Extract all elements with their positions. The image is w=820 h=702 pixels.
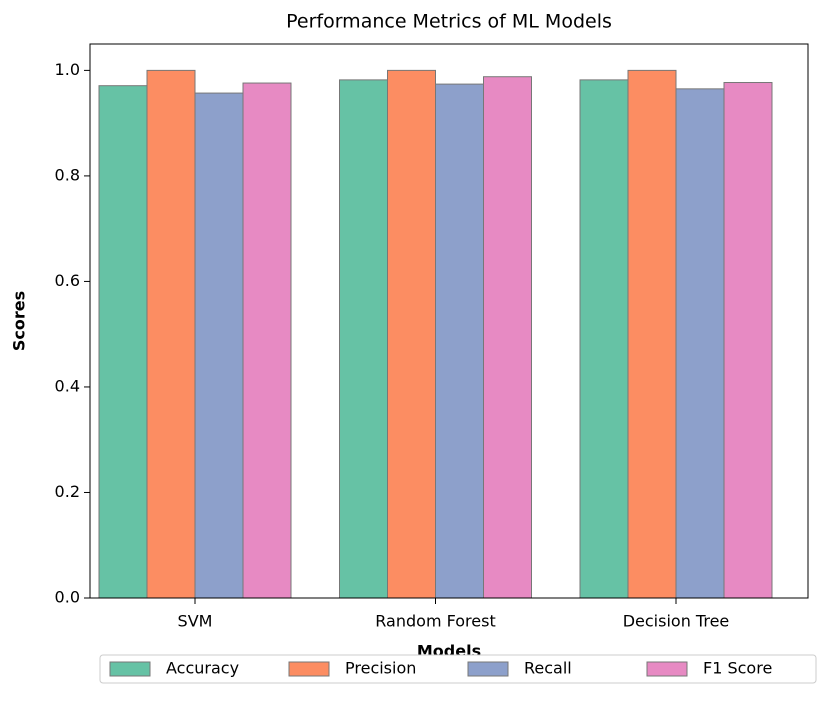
chart-title: Performance Metrics of ML Models	[286, 11, 612, 33]
legend-swatch	[467, 661, 509, 677]
legend-swatch	[646, 661, 688, 677]
x-tick-label: Random Forest	[375, 612, 495, 631]
bar	[98, 85, 148, 599]
y-tick-label: 0.6	[55, 271, 80, 290]
bar	[627, 69, 677, 599]
legend-label: F1 Score	[703, 659, 772, 678]
bar	[483, 76, 532, 599]
legend-label: Precision	[345, 659, 416, 678]
bar	[242, 82, 292, 599]
y-tick-label: 0.4	[55, 376, 80, 395]
bar	[194, 92, 244, 599]
legend-swatch	[288, 661, 330, 677]
y-tick-label: 0.8	[55, 165, 80, 184]
x-tick-label: Decision Tree	[623, 612, 730, 631]
legend-box	[99, 654, 817, 684]
y-tick-label: 1.0	[55, 60, 80, 79]
y-tick-label: 0.0	[55, 588, 80, 607]
bar	[579, 79, 629, 599]
legend-swatch	[109, 661, 151, 677]
bar	[435, 83, 484, 599]
bar	[723, 82, 773, 599]
bar	[675, 88, 725, 599]
bar	[387, 69, 436, 599]
y-axis-label: Scores	[10, 291, 29, 351]
bar	[339, 79, 388, 599]
x-tick-label: SVM	[178, 612, 213, 631]
legend-label: Accuracy	[166, 659, 239, 678]
axes-frame	[89, 43, 809, 599]
legend-label: Recall	[524, 659, 572, 678]
y-tick-label: 0.2	[55, 482, 80, 501]
bar	[146, 69, 196, 599]
